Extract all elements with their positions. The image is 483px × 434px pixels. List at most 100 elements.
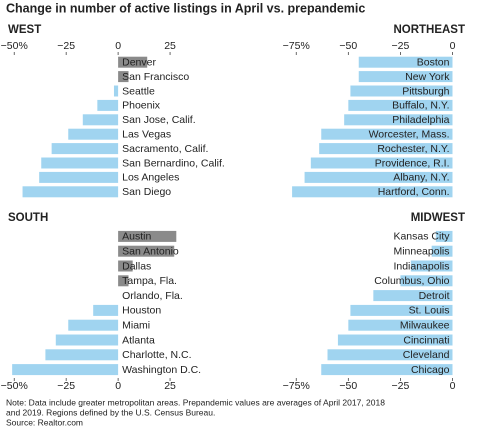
- bar: [358, 71, 453, 83]
- x-tick-label: −50%: [1, 40, 28, 52]
- bar: [113, 85, 119, 97]
- bar-label: Providence, R.I.: [375, 157, 450, 169]
- bar: [435, 230, 453, 242]
- bar: [41, 157, 119, 169]
- bar-label: Las Vegas: [122, 128, 171, 140]
- x-tick-label: −75%: [283, 40, 310, 52]
- bar-label: Minneapolis: [393, 245, 449, 257]
- bar-label: San Antonio: [122, 245, 179, 257]
- bar: [93, 304, 119, 316]
- bar: [45, 349, 119, 361]
- bar: [344, 114, 453, 126]
- x-tick-label: 0: [450, 40, 456, 52]
- x-tick-label: −25: [392, 40, 410, 52]
- bar: [97, 99, 119, 111]
- bar: [310, 157, 453, 169]
- bar-label: Detroit: [419, 290, 450, 302]
- bar-label: Orlando, Fla.: [122, 290, 183, 302]
- bar: [118, 230, 177, 242]
- panel-title: MIDWEST: [411, 212, 465, 224]
- bar-label: Phoenix: [122, 100, 161, 112]
- bar-label: St. Louis: [409, 305, 450, 317]
- bar-label: Kansas City: [393, 231, 450, 243]
- panel-title: SOUTH: [8, 212, 48, 224]
- note: and 2019. Regions defined by the U.S. Ce…: [6, 407, 215, 417]
- bar: [373, 290, 453, 302]
- bar-label: Philadelphia: [392, 114, 449, 126]
- bar: [431, 245, 453, 257]
- bar-label: Boston: [417, 56, 450, 68]
- bar: [319, 143, 453, 155]
- bar-label: Austin: [122, 231, 151, 243]
- bar-label: Seattle: [122, 85, 155, 97]
- bar: [55, 334, 119, 346]
- bar-label: Denver: [122, 56, 156, 68]
- x-tick-label: 0: [115, 40, 121, 52]
- bar-label: New York: [405, 71, 450, 83]
- x-tick-label: −25: [392, 380, 410, 392]
- bar: [350, 304, 453, 316]
- bar: [82, 114, 119, 126]
- bar-label: Miami: [122, 319, 150, 331]
- x-tick-label: −25: [57, 380, 75, 392]
- bar-label: Indianapolis: [393, 260, 449, 272]
- bar: [51, 143, 119, 155]
- x-tick-label: −50: [339, 40, 357, 52]
- bar: [304, 171, 453, 183]
- bar-label: San Diego: [122, 186, 171, 198]
- bar-label: San Francisco: [122, 71, 189, 83]
- bar: [68, 128, 119, 140]
- source: Source: Realtor.com: [6, 417, 83, 427]
- bar-label: Albany, N.Y.: [393, 172, 449, 184]
- bar-label: Pittsburgh: [402, 85, 449, 97]
- bar-label: Houston: [122, 305, 161, 317]
- bar: [118, 245, 175, 257]
- bar-label: Rochester, N.Y.: [377, 143, 449, 155]
- bar-label: Worcester, Mass.: [369, 128, 450, 140]
- bar: [358, 56, 453, 68]
- bar-label: Tampa, Fla.: [122, 275, 177, 287]
- bar-label: Cincinnati: [403, 334, 449, 346]
- bar: [400, 275, 453, 287]
- x-tick-label: −50%: [1, 380, 28, 392]
- bar: [321, 364, 453, 376]
- bar: [350, 85, 453, 97]
- bar: [348, 319, 453, 331]
- bar: [321, 128, 453, 140]
- bar: [12, 364, 119, 376]
- bar-label: Columbus, Ohio: [374, 275, 449, 287]
- bar: [118, 275, 129, 287]
- bar-label: Washington D.C.: [122, 364, 201, 376]
- x-tick-label: 25: [164, 380, 176, 392]
- panel-title: NORTHEAST: [393, 24, 465, 36]
- bar-label: San Jose, Calif.: [122, 114, 196, 126]
- bar-label: Dallas: [122, 260, 151, 272]
- panel-title: WEST: [8, 24, 41, 36]
- bar: [327, 349, 453, 361]
- bar-label: Atlanta: [122, 334, 155, 346]
- bar-label: Milwaukee: [400, 319, 450, 331]
- x-tick-label: −75%: [283, 380, 310, 392]
- note: Note: Data include greater metropolitan …: [6, 397, 385, 407]
- x-tick-label: −50: [339, 380, 357, 392]
- bar: [39, 171, 119, 183]
- bar-label: Chicago: [411, 364, 450, 376]
- bar-label: Cleveland: [403, 349, 450, 361]
- x-tick-label: 0: [450, 380, 456, 392]
- x-tick-label: 25: [164, 40, 176, 52]
- bar-label: Sacramento, Calif.: [122, 143, 208, 155]
- bar: [292, 186, 453, 198]
- bar: [118, 260, 133, 272]
- chart-title: Change in number of active listings in A…: [6, 1, 365, 15]
- bar: [410, 260, 453, 272]
- bar: [337, 334, 453, 346]
- bar: [118, 71, 129, 83]
- x-tick-label: −25: [57, 40, 75, 52]
- bar-label: San Bernardino, Calif.: [122, 157, 225, 169]
- bar-label: Charlotte, N.C.: [122, 349, 191, 361]
- bar: [68, 319, 119, 331]
- bar-label: Buffalo, N.Y.: [392, 100, 449, 112]
- bar-label: Los Angeles: [122, 172, 179, 184]
- bar-label: Hartford, Conn.: [378, 186, 450, 198]
